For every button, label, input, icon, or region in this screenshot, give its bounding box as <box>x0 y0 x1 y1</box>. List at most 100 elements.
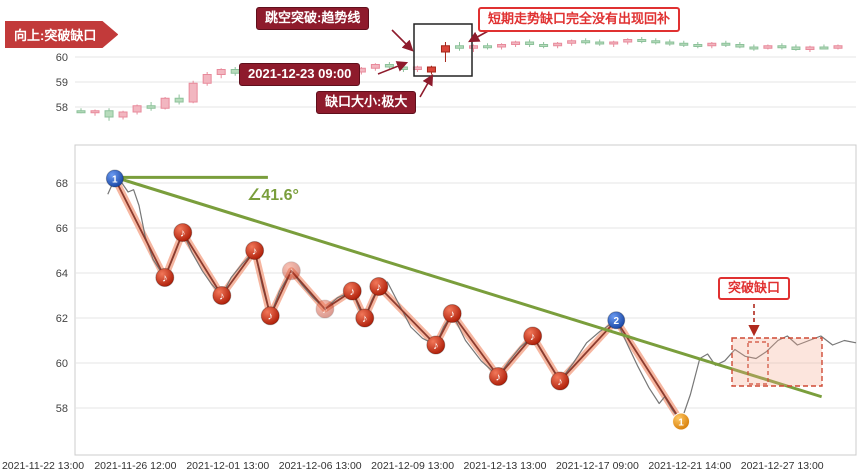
candle <box>525 39 535 47</box>
red-pivot-marker: ♪ <box>355 308 375 328</box>
red-pivot-marker: ♪ <box>315 299 335 319</box>
gap-size-badge: 缺口大小:极大 <box>316 91 417 114</box>
candle <box>90 109 100 116</box>
candle <box>833 44 843 50</box>
candle <box>132 104 142 115</box>
x-axis-tick: 2021-12-06 13:00 <box>279 460 362 472</box>
note-icon: ♪ <box>496 371 502 383</box>
red-pivot-marker: ♪ <box>369 277 389 296</box>
candle <box>637 37 647 44</box>
blue-pivot-marker: 2 <box>607 311 626 330</box>
red-pivot-marker: ♪ <box>245 241 265 260</box>
red-pivot-marker: ♪ <box>212 286 232 305</box>
x-axis-tick: 2021-12-01 13:00 <box>186 460 269 472</box>
y-axis-tick: 66 <box>56 223 68 235</box>
candle <box>426 65 436 75</box>
note-icon: ♪ <box>530 331 536 343</box>
angle-label: ∠41.6° <box>247 187 299 204</box>
candle <box>174 94 184 105</box>
candle <box>216 68 226 79</box>
breakout-gap-zone <box>731 337 823 387</box>
no-backfill-badge: 短期走势缺口完全没有出现回补 <box>478 7 681 32</box>
red-pivot-marker: ♪ <box>442 304 462 323</box>
note-icon: ♪ <box>162 272 168 284</box>
candle <box>483 43 493 50</box>
x-axis-tick: 2021-12-17 09:00 <box>556 460 639 472</box>
candle <box>581 38 591 45</box>
candle <box>160 97 170 110</box>
red-pivot-marker: ♪ <box>488 367 508 386</box>
candle <box>609 40 619 47</box>
candle <box>735 42 745 49</box>
candle <box>763 44 773 50</box>
note-icon: ♪ <box>433 340 439 352</box>
red-pivot-marker: ♪ <box>426 335 446 355</box>
note-icon: ♪ <box>180 227 186 239</box>
y-axis-tick: 62 <box>56 313 68 325</box>
note-icon: ♪ <box>289 266 295 278</box>
note-icon: ♪ <box>557 376 563 388</box>
candle <box>567 39 577 46</box>
candle <box>693 42 703 49</box>
candle <box>721 40 731 47</box>
top-y-axis-tick: 58 <box>56 102 68 114</box>
trend-line <box>111 174 823 399</box>
candle <box>539 42 549 49</box>
orange-pivot-marker: 1 <box>672 412 691 431</box>
red-pivot-marker: ♪ <box>550 371 570 391</box>
candle <box>146 102 156 111</box>
note-icon: ♪ <box>362 313 368 325</box>
annotation-arrow <box>391 29 414 52</box>
candle <box>202 72 212 86</box>
candle <box>777 43 787 50</box>
candle <box>230 67 240 76</box>
candle <box>104 108 114 121</box>
note-icon: ♪ <box>449 308 455 320</box>
candle <box>679 40 689 47</box>
candle <box>384 62 394 70</box>
x-axis-tick: 2021-11-26 12:00 <box>94 460 176 472</box>
red-pivot-marker: ♪ <box>173 223 193 242</box>
candle <box>440 42 450 62</box>
candle <box>651 38 661 45</box>
x-axis-tick: 2021-12-13 13:00 <box>464 460 547 472</box>
candle <box>469 44 479 52</box>
pivot-number: 1 <box>112 174 118 185</box>
candle <box>497 43 507 50</box>
gap-breakout-badge: 跳空突破:趋势线 <box>256 7 370 30</box>
candle <box>188 80 198 104</box>
pivot-number: 1 <box>678 417 684 428</box>
x-axis-tick: 2021-12-09 13:00 <box>371 460 454 472</box>
bottom-line-chart: 68 66 64 62 60 58 2021-11-22 13:00 2021-11-26 1… <box>2 144 857 472</box>
candle <box>595 39 605 46</box>
breakout-gap-badge: 突破缺口 <box>718 277 791 300</box>
candle <box>623 38 633 45</box>
red-pivot-marker: ♪ <box>281 261 301 281</box>
y-axis-tick: 60 <box>56 358 68 370</box>
candle <box>553 42 563 49</box>
y-axis-tick: 58 <box>56 403 68 415</box>
candle <box>819 44 829 50</box>
annotation-arrow <box>419 74 434 98</box>
note-icon: ♪ <box>219 290 225 302</box>
candle <box>805 45 815 52</box>
x-axis-tick: 2021-11-22 13:00 <box>2 460 84 472</box>
candle <box>76 108 86 114</box>
candle <box>454 42 464 51</box>
candle <box>665 39 675 46</box>
note-icon: ♪ <box>376 281 382 293</box>
candle <box>707 42 717 49</box>
x-axis-tick: 2021-12-27 13:00 <box>741 460 824 472</box>
x-axis-tick: 2021-12-21 14:00 <box>648 460 731 472</box>
timestamp-badge: 2021-12-23 09:00 <box>239 63 361 86</box>
y-axis-tick: 68 <box>56 178 68 190</box>
top-y-axis-tick: 59 <box>56 77 68 89</box>
gap-highlight-box <box>413 23 473 77</box>
note-icon: ♪ <box>322 304 328 316</box>
y-axis-tick: 64 <box>56 268 68 280</box>
red-pivot-marker: ♪ <box>260 306 280 326</box>
blue-pivot-marker: 1 <box>105 169 124 188</box>
note-icon: ♪ <box>252 245 258 257</box>
